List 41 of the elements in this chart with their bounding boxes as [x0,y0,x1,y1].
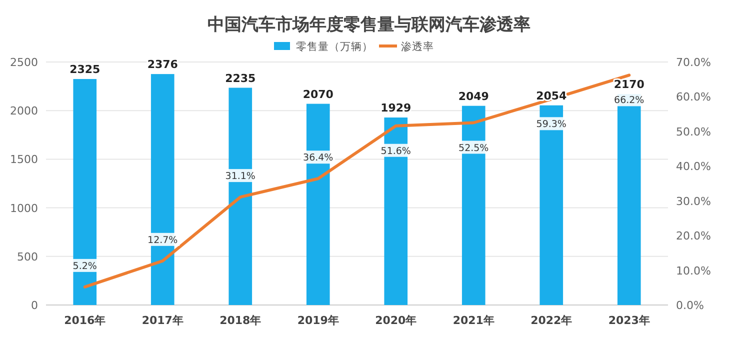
x-tick-label: 2017年 [142,314,184,327]
data-label: 59.3% [536,119,566,130]
y2-tick-label: 20.0% [676,230,711,243]
data-label: 5.2% [72,260,97,272]
data-label: 2049 [458,90,489,103]
x-tick-label: 2022年 [530,314,572,327]
bar [73,79,97,305]
x-tick-label: 2023年 [608,314,650,327]
data-label: 2235 [225,72,256,85]
y2-tick-label: 50.0% [676,125,711,138]
x-tick-label: 2021年 [452,314,494,327]
data-label: 2376 [147,58,178,72]
x-tick-label: 2019年 [297,314,339,327]
y2-tick-label: 40.0% [676,160,711,174]
x-tick-label: 2016年 [64,314,106,327]
y2-tick-label: 10.0% [676,264,711,278]
data-label: 52.5% [458,142,489,154]
data-label: 66.2% [614,95,644,106]
chart-title: 中国汽车市场年度零售量与联网汽车渗透率 [208,15,530,35]
y-tick-label: 1500 [10,153,38,166]
legend-label: 零售量（万辆） [296,41,373,53]
data-label: 2070 [302,88,334,101]
y-tick-label: 2500 [10,56,38,69]
y-tick-label: 500 [17,250,38,264]
data-label: 12.7% [148,234,178,246]
y2-tick-label: 70.0% [676,56,711,69]
y-tick-label: 1000 [10,202,38,215]
legend-label: 渗透率 [401,40,434,53]
data-label: 1929 [380,102,412,114]
data-label: 36.4% [303,152,334,164]
data-label: 31.1% [225,171,256,182]
x-tick-label: 2018年 [220,314,262,327]
y-tick-label: 2000 [10,104,38,118]
y-tick-label: 0 [31,299,38,312]
data-label: 2170 [614,78,645,92]
data-label: 51.6% [380,146,411,157]
data-label: 2325 [70,63,100,76]
y2-tick-label: 30.0% [676,194,711,208]
x-tick-label: 2020年 [375,314,417,327]
y2-tick-label: 0.0% [676,299,704,312]
y2-tick-label: 60.0% [676,90,711,104]
